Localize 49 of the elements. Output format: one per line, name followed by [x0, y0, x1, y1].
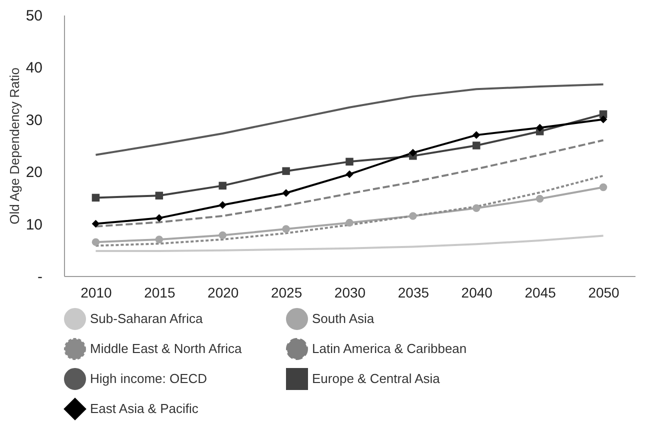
point — [346, 218, 354, 227]
legend-label: East Asia & Pacific — [90, 401, 199, 416]
point — [409, 148, 417, 157]
legend-label: Latin America & Caribbean — [312, 341, 467, 356]
x-tick-label: 2040 — [461, 284, 493, 300]
line-series — [94, 83, 604, 156]
point — [346, 170, 354, 178]
point — [599, 116, 608, 124]
legend-label: South Asia — [312, 311, 375, 326]
point — [536, 194, 544, 203]
point — [218, 231, 226, 240]
point — [155, 214, 164, 222]
y-tick-label: 40 — [26, 60, 42, 77]
point — [218, 201, 226, 209]
point — [409, 212, 417, 220]
x-tick-label: 2010 — [80, 284, 112, 300]
y-axis-title: Old Age Dependency Ratio — [6, 68, 22, 224]
point — [282, 167, 290, 175]
y-tick-label: 30 — [26, 112, 42, 129]
x-tick-label: 2020 — [208, 284, 239, 300]
point — [282, 225, 290, 233]
legend-label: Europe & Central Asia — [312, 371, 441, 386]
point — [92, 220, 100, 228]
line-series — [94, 234, 604, 252]
legend-label: Middle East & North Africa — [90, 341, 242, 356]
point — [472, 131, 480, 139]
point — [92, 194, 100, 202]
y-tick-label: 10 — [26, 216, 42, 234]
legend-label: Sub-Saharan Africa — [90, 311, 204, 326]
y-tick-label: 20 — [26, 164, 42, 182]
point — [282, 189, 290, 197]
point — [472, 204, 480, 212]
point — [218, 182, 226, 190]
point — [472, 142, 480, 150]
x-tick-label: 2030 — [334, 284, 366, 300]
y-tick-label: 50 — [26, 8, 42, 24]
point — [346, 158, 354, 166]
legend-label: High income: OECD — [90, 371, 208, 386]
x-tick-label: 2025 — [270, 284, 302, 300]
x-tick-label: 2035 — [398, 284, 430, 300]
point — [155, 236, 164, 244]
point — [155, 192, 164, 200]
x-tick-label: 2045 — [524, 284, 556, 300]
x-tick-label: 2050 — [588, 284, 620, 300]
point — [92, 238, 100, 246]
x-tick-label: 2015 — [144, 284, 176, 300]
point — [599, 183, 608, 192]
point — [536, 124, 544, 132]
y-tick-label: - — [38, 268, 42, 286]
